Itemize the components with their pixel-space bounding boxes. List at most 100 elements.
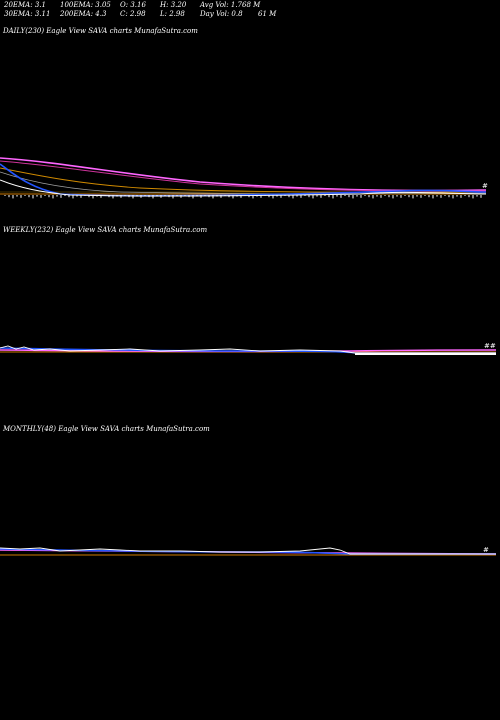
open-price-label: O: 3.16 <box>120 1 146 9</box>
daily-volume-bar <box>476 195 478 197</box>
daily-volume-bar <box>308 195 310 198</box>
daily-volume-bar <box>276 195 278 197</box>
daily-chart: # <box>0 157 488 199</box>
daily-volume-bar <box>392 195 394 199</box>
daily-volume-bar <box>132 195 134 199</box>
daily-volume-bar <box>24 195 26 196</box>
daily-volume-bar <box>472 195 474 199</box>
daily-volume-bar <box>272 195 274 199</box>
daily-volume-bar <box>440 195 442 198</box>
daily-volume-bar <box>360 195 362 198</box>
daily-volume-bar <box>364 195 366 196</box>
daily-volume-bar <box>52 195 54 199</box>
daily-ema-long-line <box>0 157 487 192</box>
daily-volume-bar <box>412 195 414 199</box>
daily-volume-bar <box>4 195 6 196</box>
weekly-price-marker: ## <box>484 342 496 350</box>
daily-volume-bar <box>240 195 242 198</box>
daily-volume-bar <box>136 195 138 197</box>
daily-volume-bar <box>144 195 146 196</box>
daily-volume-bar <box>128 195 130 198</box>
daily-volume-bar <box>328 195 330 198</box>
daily-volume-bar <box>64 195 66 196</box>
daily-volume-bar <box>12 195 14 199</box>
daily-volume-bar <box>460 195 462 198</box>
daily-volume-bar <box>68 195 70 198</box>
close-price-label: C: 2.98 <box>120 10 146 18</box>
daily-volume-bar <box>56 195 58 197</box>
daily-volume-bar <box>404 195 406 196</box>
daily-volume-bar <box>260 195 262 198</box>
daily-volume-bars <box>4 195 482 199</box>
ema200-label: 200EMA: 4.3 <box>60 10 107 18</box>
daily-volume-bar <box>232 195 234 199</box>
daily-volume-bar <box>172 195 174 199</box>
low-price-label: L: 2.98 <box>160 10 185 18</box>
weekly-panel-title: WEEKLY(232) Eagle View SAVA charts Munaf… <box>3 226 208 234</box>
daily-volume-bar <box>88 195 90 198</box>
daily-volume-bar <box>280 195 282 198</box>
daily-volume-bar <box>396 195 398 197</box>
daily-volume-bar <box>60 195 62 198</box>
daily-volume-bar <box>448 195 450 198</box>
daily-volume-bar <box>216 195 218 197</box>
daily-price-marker: # <box>482 182 488 190</box>
daily-volume-bar <box>180 195 182 198</box>
ema20-label: 20EMA: 3.1 <box>4 1 46 9</box>
daily-volume-bar <box>168 195 170 198</box>
daily-volume-bar <box>284 195 286 196</box>
daily-volume-bar <box>228 195 230 198</box>
high-price-label: H: 3.20 <box>160 1 187 9</box>
daily-volume-bar <box>104 195 106 196</box>
daily-volume-bar <box>320 195 322 198</box>
daily-volume-bar <box>388 195 390 198</box>
daily-volume-bar <box>380 195 382 198</box>
monthly-price-marker: # <box>483 546 489 554</box>
daily-volume-bar <box>384 195 386 196</box>
daily-volume-bar <box>376 195 378 197</box>
avg-volume-label: Avg Vol: 1.768 M <box>200 1 261 9</box>
daily-volume-bar <box>164 195 166 196</box>
weekly-volume-band <box>355 353 496 355</box>
daily-volume-bar <box>296 195 298 197</box>
daily-volume-bar <box>292 195 294 199</box>
daily-volume-bar <box>452 195 454 199</box>
daily-volume-bar <box>204 195 206 196</box>
daily-volume-bar <box>288 195 290 198</box>
monthly-chart: # <box>0 546 497 556</box>
daily-volume-bar <box>72 195 74 199</box>
daily-volume-bar <box>40 195 42 198</box>
daily-volume-bar <box>400 195 402 198</box>
daily-ema-mid-line-2 <box>0 171 487 195</box>
daily-volume-bar <box>468 195 470 198</box>
daily-volume-bar <box>408 195 410 198</box>
daily-volume-bar <box>332 195 334 199</box>
daily-volume-bar <box>368 195 370 198</box>
daily-lines <box>0 157 487 197</box>
daily-volume-bar <box>212 195 214 199</box>
daily-volume-bar <box>312 195 314 199</box>
daily-volume-bar <box>236 195 238 197</box>
daily-volume-bar <box>148 195 150 198</box>
daily-volume-bar <box>248 195 250 198</box>
daily-volume-bar <box>344 195 346 196</box>
daily-volume-bar <box>120 195 122 198</box>
daily-volume-bar <box>96 195 98 197</box>
daily-volume-bar <box>152 195 154 199</box>
daily-volume-bar <box>436 195 438 197</box>
daily-volume-bar <box>100 195 102 198</box>
day-volume-unit: 61 M <box>258 10 277 18</box>
ema100-label: 100EMA: 3.05 <box>60 1 111 9</box>
ema30-label: 30EMA: 3.11 <box>4 10 51 18</box>
daily-volume-bar <box>428 195 430 198</box>
daily-volume-bar <box>208 195 210 198</box>
daily-volume-bar <box>224 195 226 196</box>
weekly-chart: ## <box>0 342 497 355</box>
monthly-price-line <box>0 547 496 555</box>
daily-volume-bar <box>140 195 142 198</box>
daily-volume-bar <box>84 195 86 196</box>
daily-volume-bar <box>108 195 110 198</box>
daily-volume-bar <box>124 195 126 196</box>
daily-volume-bar <box>184 195 186 196</box>
daily-volume-bar <box>32 195 34 199</box>
